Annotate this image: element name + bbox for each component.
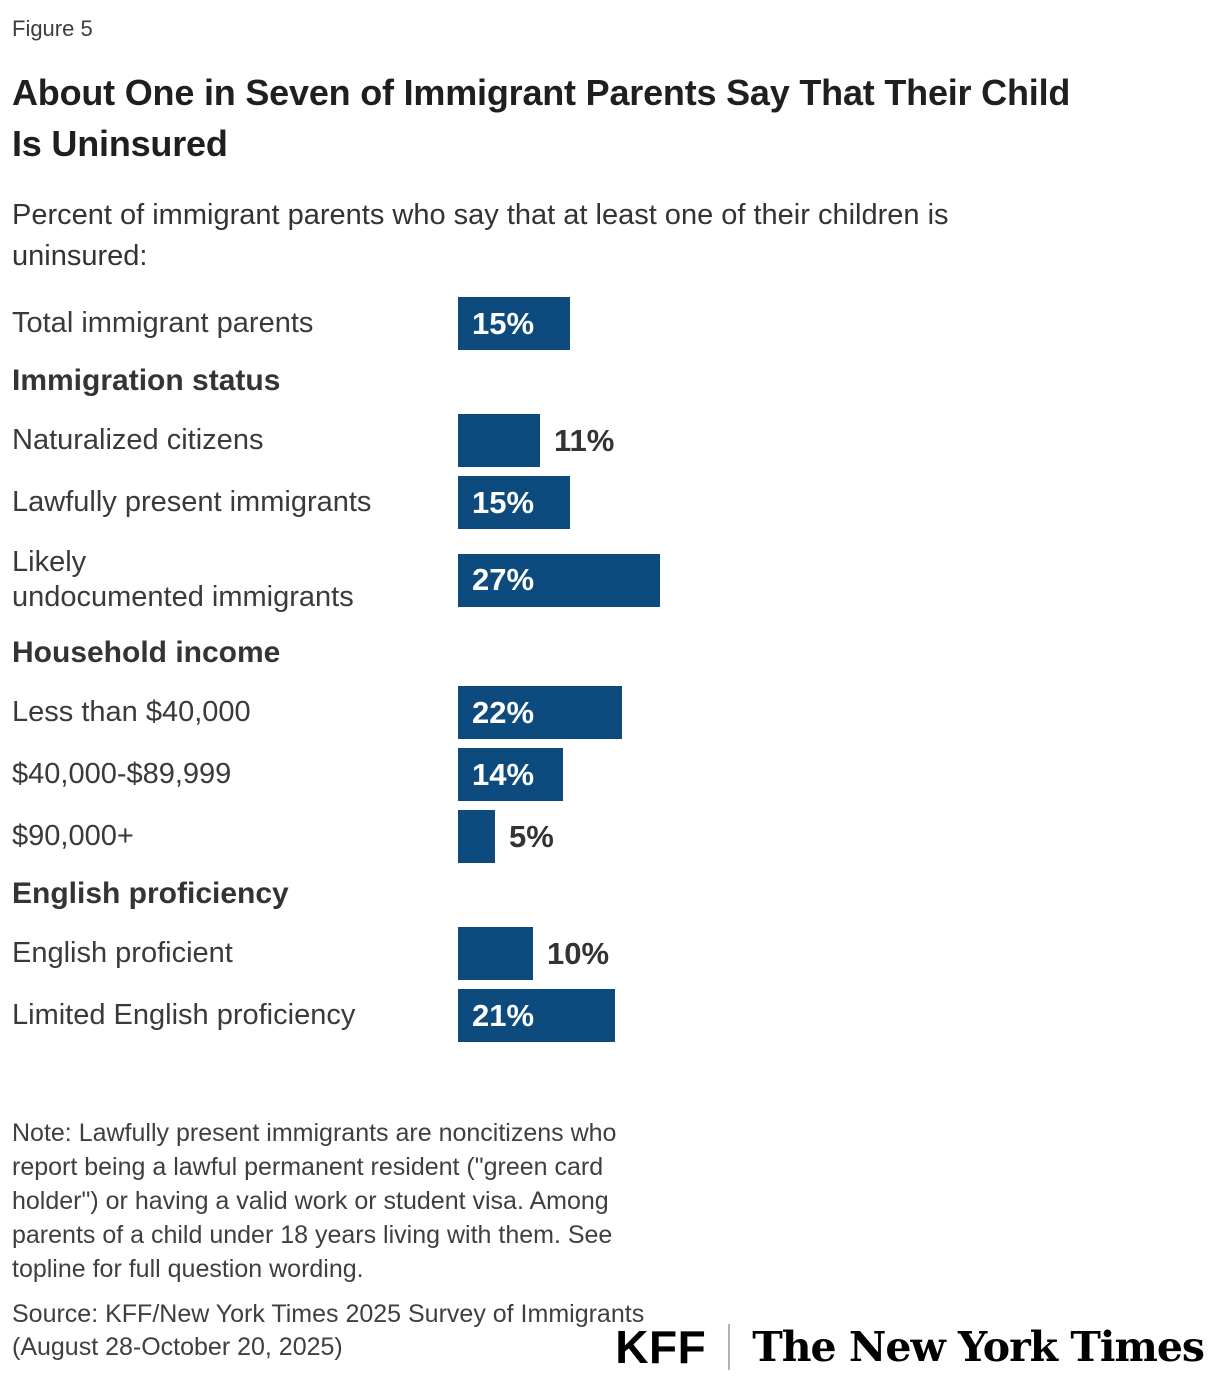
bar: 14% — [458, 748, 563, 802]
kff-logo: KFF — [615, 1321, 707, 1373]
bar-row: Likely undocumented immigrants 27% — [12, 538, 1208, 622]
bar-value: 10% — [547, 935, 610, 971]
bar-wrap: 21% — [458, 989, 1208, 1043]
bar-wrap: 11% — [458, 414, 1208, 468]
source-text: Source: KFF/New York Times 2025 Survey o… — [12, 1300, 645, 1362]
bar-label: English proficient — [12, 937, 233, 970]
bar: 15% — [458, 476, 570, 530]
bar-row: Limited English proficiency 21% — [12, 989, 1208, 1043]
bar-value: 15% — [472, 305, 535, 341]
bar-label: Likely undocumented immigrants — [12, 545, 354, 614]
bar-chart: Total immigrant parents 15% Immigration st… — [12, 297, 1208, 1043]
note-text: Note: Lawfully present immigrants are no… — [12, 1119, 617, 1284]
bar-wrap: 14% — [458, 748, 1208, 802]
figure-label: Figure 5 — [12, 16, 93, 41]
bar-wrap: 5% — [458, 810, 1208, 864]
bar-label: $90,000+ — [12, 820, 134, 853]
bar-wrap: 10% — [458, 927, 1208, 981]
bar: 22% — [458, 686, 622, 740]
bar-label: Total immigrant parents — [12, 307, 314, 340]
bar-value: 5% — [509, 818, 554, 854]
bar-row: Less than $40,000 22% — [12, 686, 1208, 740]
bar-wrap: 27% — [458, 553, 1208, 607]
bar-label: Naturalized citizens — [12, 424, 264, 457]
bar-value: 22% — [472, 694, 535, 730]
section-header: English proficiency — [12, 877, 289, 911]
bar — [458, 414, 540, 468]
bar-label: $40,000-$89,999 — [12, 758, 232, 791]
nyt-logo: The New York Times — [752, 1322, 1205, 1371]
page-title: About One in Seven of Immigrant Parents … — [12, 72, 1071, 164]
footer-logos: KFF The New York Times — [615, 1321, 1205, 1373]
bar: 15% — [458, 297, 570, 351]
bar: 21% — [458, 989, 615, 1043]
bar-row: English proficient 10% — [12, 927, 1208, 981]
bar-row: $90,000+ 5% — [12, 810, 1208, 864]
bar-row: Lawfully present immigrants 15% — [12, 476, 1208, 530]
section-header: Immigration status — [12, 364, 281, 398]
logo-divider — [728, 1324, 731, 1370]
bar-row: Naturalized citizens 11% — [12, 414, 1208, 468]
bar-row: $40,000-$89,999 14% — [12, 748, 1208, 802]
bar-value: 27% — [472, 562, 535, 598]
page-subtitle: Percent of immigrant parents who say tha… — [12, 199, 949, 272]
bar-wrap: 15% — [458, 476, 1208, 530]
bar-value: 11% — [554, 422, 615, 458]
bar-wrap: 22% — [458, 686, 1208, 740]
bar-label: Lawfully present immigrants — [12, 486, 372, 519]
bar-value: 14% — [472, 756, 535, 792]
bar: 27% — [458, 553, 660, 607]
bar-label: Limited English proficiency — [12, 999, 356, 1032]
bar-value: 15% — [472, 484, 535, 520]
bar-row: Total immigrant parents 15% — [12, 297, 1208, 351]
bar-value: 21% — [472, 997, 535, 1033]
bar-wrap: 15% — [458, 297, 1208, 351]
bar-label: Less than $40,000 — [12, 696, 251, 729]
section-header: Household income — [12, 636, 281, 670]
bar — [458, 927, 533, 981]
bar — [458, 810, 495, 864]
